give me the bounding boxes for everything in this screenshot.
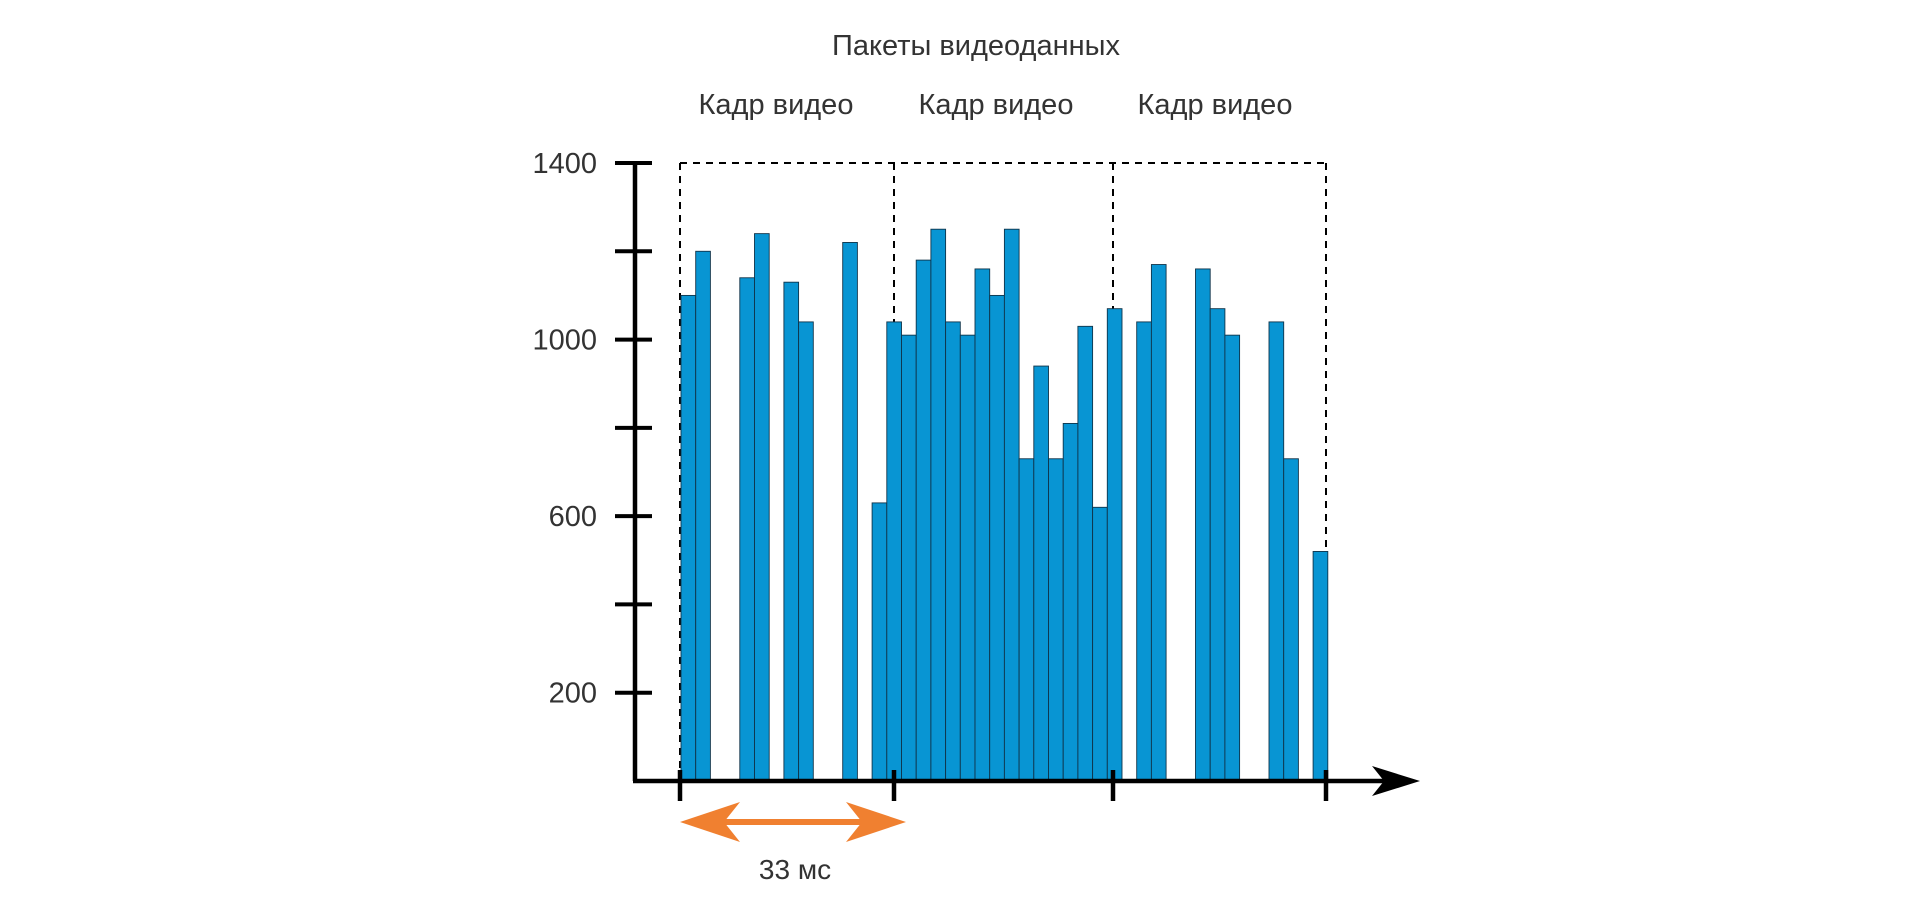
bar-packet-21 xyxy=(974,268,991,782)
bar-packet-29 xyxy=(1092,506,1108,782)
frame-boxes xyxy=(679,162,1327,781)
chart-title: Пакеты видеоданных xyxy=(832,30,1120,62)
bar-packet-42 xyxy=(1283,458,1299,782)
y-tick-label-1000: 1000 xyxy=(532,325,597,357)
bar-packet-20 xyxy=(959,334,976,782)
bar-packet-25 xyxy=(1033,365,1049,782)
bar-packet-2 xyxy=(695,250,711,782)
bar-packet-36 xyxy=(1195,268,1211,782)
y-tick-label-200: 200 xyxy=(549,678,597,710)
frame-label-2: Кадр видео xyxy=(919,89,1074,121)
frame-label-3: Кадр видео xyxy=(1138,89,1293,121)
bar-packet-9 xyxy=(798,321,814,782)
bar-packet-37 xyxy=(1209,308,1226,782)
bar-packet-32 xyxy=(1136,321,1152,782)
bar-packet-22 xyxy=(989,294,1005,782)
interval-label: 33 мс xyxy=(759,854,831,885)
bar-packet-6 xyxy=(754,233,770,782)
bar-packet-16 xyxy=(901,334,917,782)
axes-layer: 200 600 1000 1400 xyxy=(532,148,1420,842)
bar-packet-23 xyxy=(1003,228,1020,782)
bars-layer xyxy=(680,228,1329,782)
bar-packet-26 xyxy=(1048,458,1064,782)
bar-packet-28 xyxy=(1077,325,1094,782)
bar-packet-5 xyxy=(739,277,755,782)
bar-packet-8 xyxy=(783,281,800,782)
bar-packet-1 xyxy=(680,294,697,782)
interval-arrowhead-right xyxy=(846,802,906,842)
bar-packet-27 xyxy=(1062,422,1079,782)
bar-packet-18 xyxy=(930,228,947,782)
y-tick-label-600: 600 xyxy=(549,501,597,533)
bar-packet-33 xyxy=(1150,264,1167,782)
y-tick-label-1400: 1400 xyxy=(532,148,597,180)
bar-packet-14 xyxy=(871,502,888,782)
bar-packet-19 xyxy=(945,321,961,782)
interval-arrowhead-left xyxy=(680,802,740,842)
bar-packet-38 xyxy=(1224,334,1241,782)
bar-packet-17 xyxy=(915,259,932,782)
bar-packet-41 xyxy=(1268,321,1285,782)
bar-packet-30 xyxy=(1106,308,1123,782)
bar-packet-12 xyxy=(842,242,858,782)
bar-packet-15 xyxy=(886,321,902,782)
x-axis-arrowhead xyxy=(1372,766,1420,796)
frame-label-1: Кадр видео xyxy=(699,89,854,121)
bar-packet-24 xyxy=(1018,458,1035,782)
bar-packet-44 xyxy=(1312,551,1329,782)
